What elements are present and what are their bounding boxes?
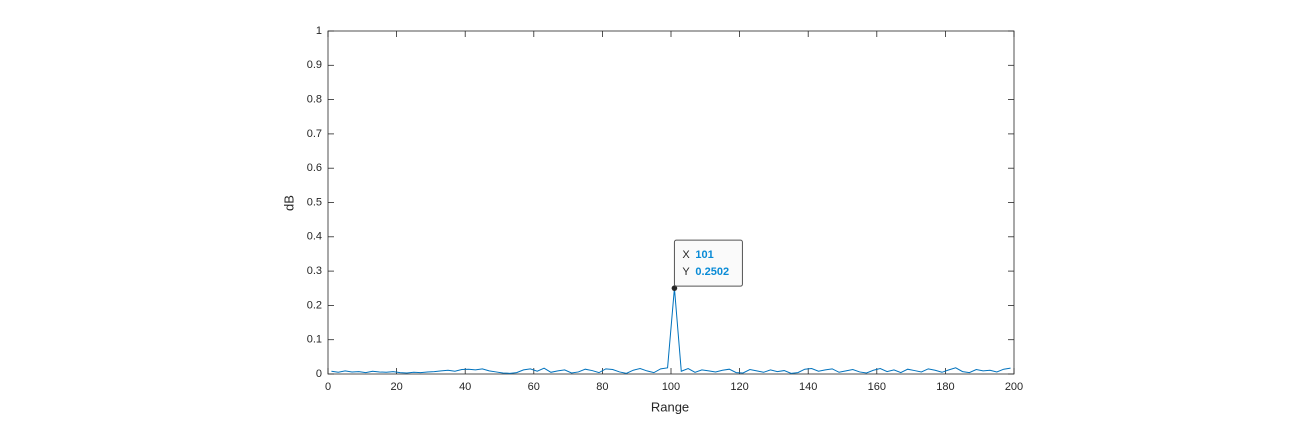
- x-tick-label: 100: [662, 381, 680, 393]
- y-tick-label: 0.2: [307, 299, 322, 311]
- x-tick-label: 180: [936, 381, 954, 393]
- x-tick-label: 80: [596, 381, 608, 393]
- y-axis-label: dB: [281, 195, 296, 211]
- x-tick-label: 160: [868, 381, 886, 393]
- x-tick-label: 140: [799, 381, 817, 393]
- datatip-y-label: Y: [682, 266, 690, 278]
- datatip-x-label: X: [682, 249, 690, 261]
- x-tick-label: 60: [528, 381, 540, 393]
- x-tick-label: 120: [730, 381, 748, 393]
- y-tick-label: 0.8: [307, 94, 322, 106]
- y-tick-label: 0.1: [307, 334, 322, 346]
- x-tick-label: 200: [1005, 381, 1023, 393]
- datatip-y-value: 0.2502: [695, 266, 729, 278]
- y-tick-label: 0.4: [307, 231, 322, 243]
- y-tick-label: 0.7: [307, 128, 322, 140]
- y-tick-label: 0.5: [307, 196, 322, 208]
- y-tick-label: 0.6: [307, 162, 322, 174]
- plot-area: [327, 30, 1015, 375]
- x-tick-label: 0: [325, 381, 331, 393]
- datatip-box: [673, 239, 743, 287]
- datatip-point: [671, 285, 678, 291]
- x-tick-label: 20: [390, 381, 402, 393]
- x-tick-label: 40: [459, 381, 471, 393]
- datatip-x-value: 101: [695, 249, 713, 261]
- x-axis-label: Range: [651, 399, 689, 414]
- y-tick-label: 0.3: [307, 265, 322, 277]
- y-tick-label: 0.9: [307, 59, 322, 71]
- y-tick-label: 0: [316, 368, 322, 380]
- data-line: [331, 288, 1011, 374]
- y-tick-label: 1: [316, 25, 322, 37]
